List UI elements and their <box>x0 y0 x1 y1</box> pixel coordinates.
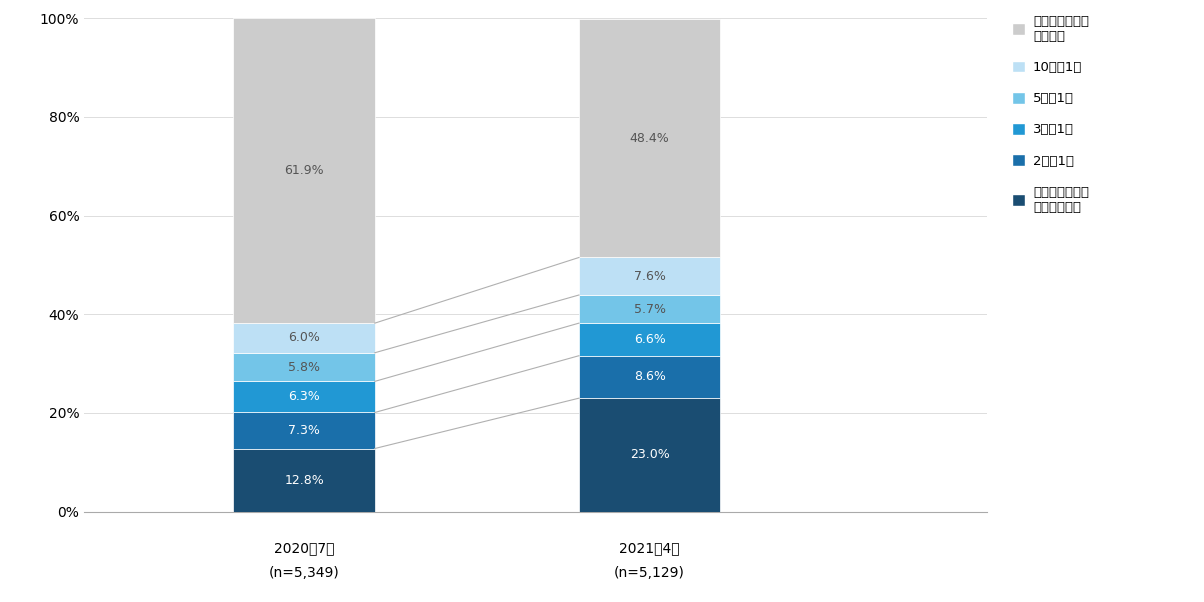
Text: (n=5,349): (n=5,349) <box>268 566 340 580</box>
Bar <box>579 356 720 398</box>
Bar <box>579 323 720 356</box>
Text: 2020年7月: 2020年7月 <box>273 541 335 555</box>
Bar <box>234 412 374 448</box>
Text: 5.7%: 5.7% <box>633 303 666 315</box>
Bar <box>579 19 720 258</box>
Text: 7.3%: 7.3% <box>288 424 320 437</box>
Text: 7.6%: 7.6% <box>633 270 666 283</box>
Legend: リモート面談は
いらない, 10回に1回, 5回に1回, 3回に1回, 2回に1回, すべてリモート
面談でもよい: リモート面談は いらない, 10回に1回, 5回に1回, 3回に1回, 2回に1… <box>1011 15 1090 214</box>
Text: 5.8%: 5.8% <box>288 361 320 374</box>
Bar <box>234 382 374 412</box>
Text: 61.9%: 61.9% <box>284 164 324 177</box>
Bar <box>579 398 720 512</box>
Text: 6.3%: 6.3% <box>288 391 320 403</box>
Bar <box>234 353 374 382</box>
Bar <box>234 17 374 323</box>
Bar <box>579 258 720 295</box>
Text: 6.6%: 6.6% <box>633 333 666 346</box>
Text: 2021年4月: 2021年4月 <box>619 541 680 555</box>
Bar <box>234 323 374 353</box>
Text: 8.6%: 8.6% <box>633 370 666 383</box>
Bar <box>579 295 720 323</box>
Text: 6.0%: 6.0% <box>288 332 320 344</box>
Bar <box>234 448 374 512</box>
Text: 48.4%: 48.4% <box>630 131 669 144</box>
Text: 12.8%: 12.8% <box>284 474 324 486</box>
Text: (n=5,129): (n=5,129) <box>614 566 685 580</box>
Text: 23.0%: 23.0% <box>630 448 669 461</box>
